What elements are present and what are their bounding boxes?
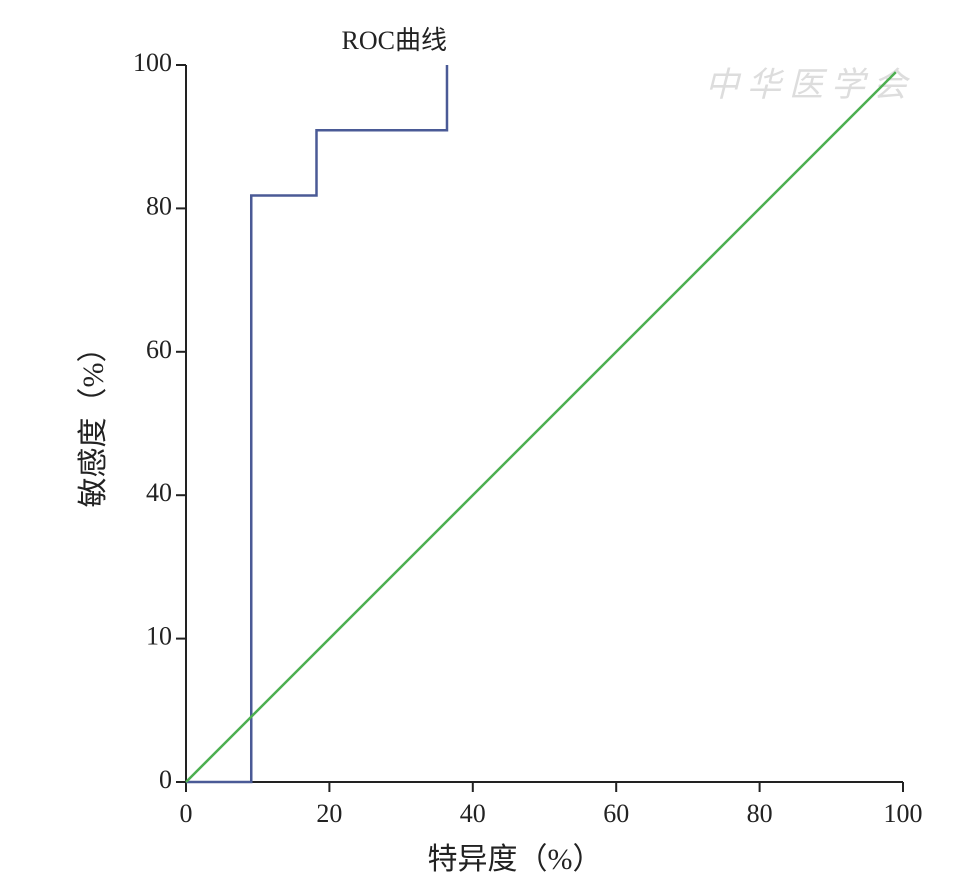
y-tick-label: 40 <box>146 478 172 507</box>
x-axis-title: 特异度（%） <box>428 843 603 876</box>
x-tick-label: 0 <box>180 799 193 828</box>
x-tick-label: 60 <box>603 799 629 828</box>
y-axis-title: 敏感度（%） <box>77 333 110 508</box>
y-tick-label: 0 <box>159 765 172 794</box>
x-tick-label: 100 <box>884 799 923 828</box>
y-tick-label: 10 <box>146 622 172 651</box>
x-tick-label: 40 <box>460 799 486 828</box>
watermark: 中华医学会 <box>705 67 915 104</box>
series-label: ROC曲线 <box>342 26 447 55</box>
y-tick-label: 80 <box>146 191 172 220</box>
x-tick-label: 20 <box>316 799 342 828</box>
x-tick-label: 80 <box>747 799 773 828</box>
y-tick-label: 60 <box>146 335 172 364</box>
y-tick-label: 100 <box>133 48 172 77</box>
series-line <box>185 71 897 783</box>
series-line <box>186 65 449 784</box>
